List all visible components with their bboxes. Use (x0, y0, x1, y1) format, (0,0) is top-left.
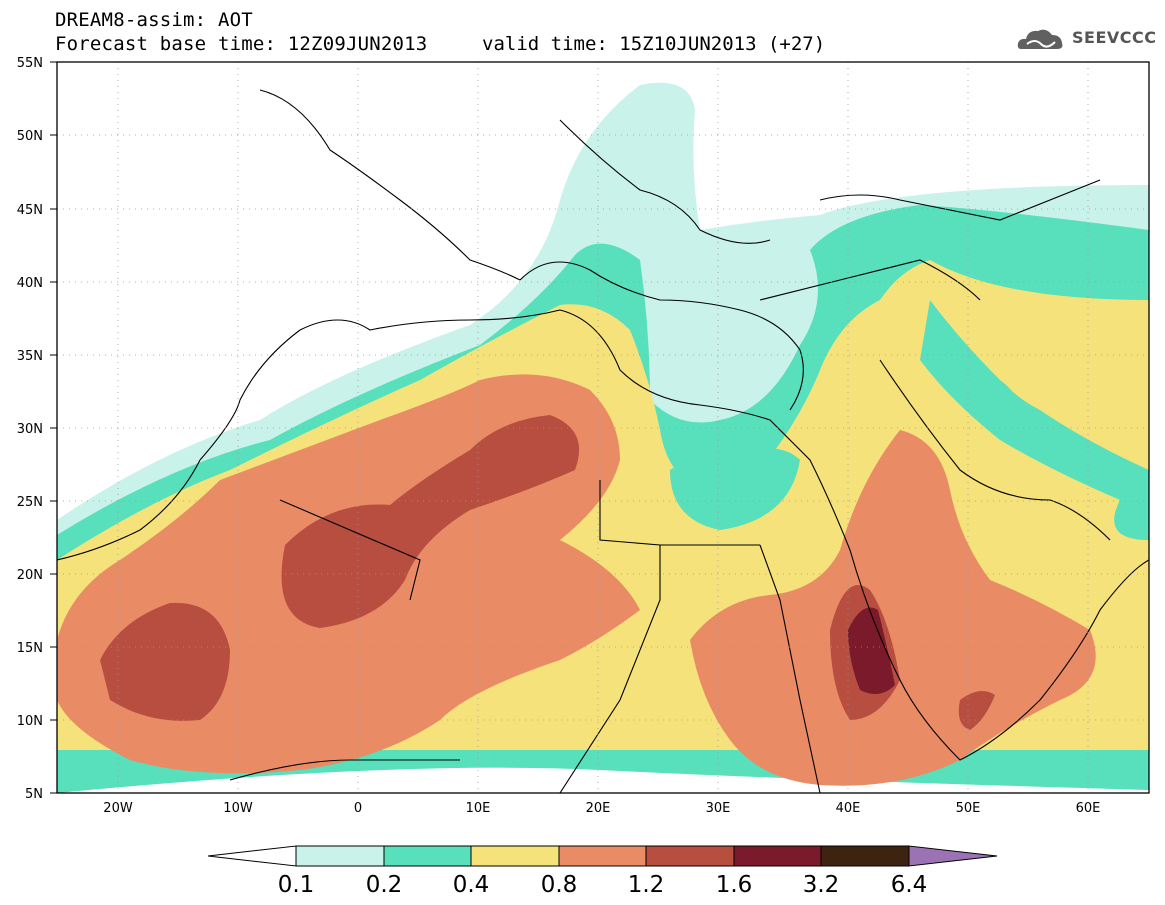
map-title: DREAM8-assim: AOT (55, 9, 253, 31)
lon-label: 20W (103, 801, 133, 816)
colorbar-cell (645, 845, 735, 867)
colorbar-label: 0.8 (540, 872, 578, 898)
lon-label: 20E (586, 801, 611, 816)
lat-label: 30N (17, 422, 43, 437)
colorbar-cell (558, 845, 647, 867)
forecast-base-time: Forecast base time: 12Z09JUN2013 (55, 33, 428, 55)
coastlines (57, 89, 1149, 793)
lat-label: 15N (17, 641, 43, 656)
lat-label: 20N (17, 568, 43, 583)
contour-1.2 (281, 415, 580, 628)
lon-label: 10W (223, 801, 253, 816)
colorbar-label: 1.2 (627, 872, 665, 898)
lat-labels: 55N 50N 45N 40N 35N 30N 25N 20N 15N 10N … (17, 56, 43, 802)
valid-time: valid time: 15Z10JUN2013 (+27) (482, 33, 826, 55)
lon-label: 50E (956, 801, 981, 816)
colorbar-high-arrow (908, 845, 998, 867)
lat-ticks (50, 61, 57, 794)
lat-label: 40N (17, 276, 43, 291)
colorbar-cell (733, 845, 822, 867)
cloud-logo-icon (1017, 29, 1063, 49)
lon-label: 60E (1076, 801, 1101, 816)
colorbar-label: 3.2 (802, 872, 840, 898)
colorbar-label: 0.2 (365, 872, 403, 898)
lat-label: 5N (25, 787, 43, 802)
lat-label: 35N (17, 349, 43, 364)
lat-label: 50N (17, 129, 43, 144)
colorbar-low-arrow (207, 845, 297, 867)
colorbar-label: 1.6 (715, 872, 753, 898)
colorbar-label: 0.4 (452, 872, 490, 898)
colorbar-cell (820, 845, 910, 867)
aot-field (57, 62, 1149, 793)
lat-label: 25N (17, 495, 43, 510)
lat-label: 10N (17, 714, 43, 729)
lon-label: 0 (354, 801, 362, 816)
lon-label: 40E (836, 801, 861, 816)
colorbar-cell (470, 845, 560, 867)
graticule (57, 62, 1149, 793)
contour-1.6 (848, 607, 895, 694)
colorbar (207, 845, 998, 867)
lon-label: 30E (706, 801, 731, 816)
colorbar-label: 0.1 (277, 872, 315, 898)
logo-text: SEEVCCC (1072, 28, 1157, 47)
colorbar-label: 6.4 (890, 872, 928, 898)
lat-label: 45N (17, 203, 43, 218)
colorbar-cell (383, 845, 472, 867)
lon-labels: 20W 10W 0 10E 20E 30E 40E 50E 60E (103, 801, 1100, 816)
lon-label: 10E (466, 801, 491, 816)
lat-label: 55N (17, 56, 43, 71)
colorbar-cell (295, 845, 385, 867)
